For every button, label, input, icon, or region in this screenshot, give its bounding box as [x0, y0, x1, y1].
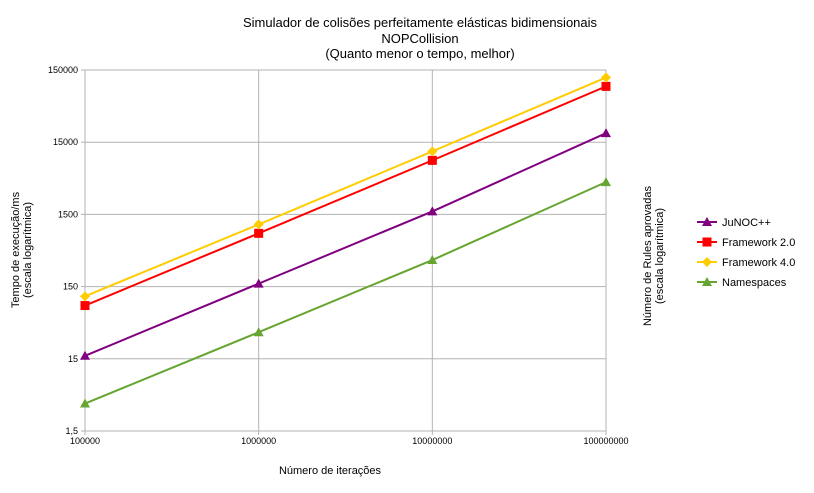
series-line [84, 181, 607, 405]
legend-label: Framework 2.0 [722, 237, 795, 249]
data-point [427, 146, 438, 157]
data-point [601, 128, 611, 138]
legend-marker [702, 277, 712, 286]
secondary-axis-label-line-2: (escala logarítmica) [654, 208, 666, 304]
legend-item: Framework 2.0 [697, 237, 795, 249]
y-axis-label: Tempo de execução/ms (escala logarítmica… [10, 191, 34, 308]
x-axis-label: Número de iterações [279, 465, 382, 477]
data-point [427, 155, 437, 165]
data-point [253, 219, 264, 230]
legend: JuNOC++ Framework 2.0 Framework 4.0 Namespa… [697, 217, 795, 289]
series-line [84, 132, 607, 357]
x-tick-label: 100000 [70, 436, 100, 446]
data-point [601, 72, 611, 83]
y-tick-label: 1,5 [65, 426, 78, 436]
data-point [254, 228, 264, 238]
legend-item: Namespaces [697, 277, 787, 289]
series-line [84, 85, 607, 307]
y-tick-label: 1500 [58, 209, 78, 219]
data-point [80, 301, 90, 311]
legend-label: Namespaces [722, 277, 787, 289]
legend-marker [702, 217, 712, 226]
data-point [80, 398, 90, 408]
y-axis-label-line-1: Tempo de execução/ms [10, 191, 22, 308]
y-axis-label-line-2: (escala logarítmica) [22, 202, 34, 298]
y-tick-label: 150000 [48, 65, 78, 75]
y-axis-ticks: 1,5 15 150 1500 15000 150000 [48, 65, 85, 436]
data-point [80, 291, 90, 302]
plot-area [84, 69, 607, 432]
series-layer [80, 72, 611, 408]
data-point [253, 278, 264, 288]
legend-marker [702, 257, 712, 267]
y-tick-label: 150 [63, 282, 78, 292]
series-line [84, 76, 607, 298]
x-tick-label: 10000000 [412, 436, 452, 446]
data-point [601, 177, 611, 187]
x-tick-label: 1000000 [241, 436, 276, 446]
legend-label: Framework 4.0 [722, 257, 795, 269]
series-framework-4-0 [80, 72, 611, 302]
x-axis-ticks: 100000 1000000 10000000 100000000 [70, 431, 629, 446]
data-point [601, 81, 611, 91]
series-framework-2-0 [80, 81, 611, 311]
legend-item: Framework 4.0 [697, 257, 795, 269]
y-tick-label: 15000 [53, 137, 78, 147]
series-namespaces [80, 177, 611, 408]
x-tick-label: 100000000 [583, 436, 628, 446]
secondary-axis-label-line-1: Número de Rules aprovadas [642, 185, 654, 326]
secondary-axis-label: Número de Rules aprovadas (escala logarí… [642, 185, 666, 326]
chart-title-line-2: NOPCollision [381, 31, 458, 46]
grid-lines [84, 69, 607, 432]
legend-label: JuNOC++ [722, 217, 771, 229]
legend-item: JuNOC++ [697, 217, 771, 229]
data-point [80, 350, 90, 360]
legend-marker [702, 237, 712, 247]
data-point [427, 206, 438, 216]
y-tick-label: 15 [68, 354, 78, 364]
chart-title-line-1: Simulador de colisões perfeitamente elás… [243, 15, 598, 30]
series-junoc [80, 128, 611, 360]
chart-title-line-3: (Quanto menor o tempo, melhor) [325, 46, 514, 61]
data-point [253, 327, 264, 337]
data-point [427, 255, 438, 265]
